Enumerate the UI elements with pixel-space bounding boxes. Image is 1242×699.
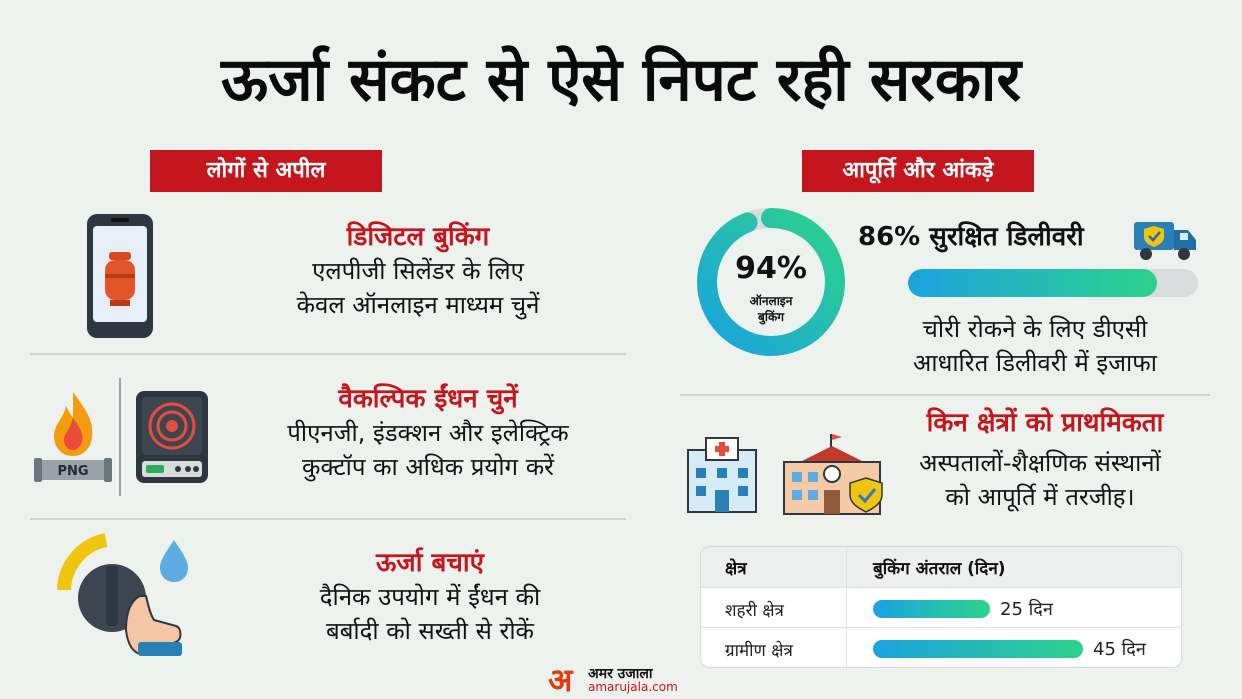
- table-row-value: 45 दिन: [1093, 639, 1146, 660]
- table-header-region: क्षेत्र: [725, 559, 747, 579]
- icon-separator: [119, 378, 121, 496]
- logo-mark: अ: [548, 661, 573, 699]
- item-text-line: पीएनजी, इंडक्शन और इलेक्ट्रिक: [287, 419, 569, 447]
- school-shield-icon: [780, 432, 886, 518]
- dac-text-line: चोरी रोकने के लिए डीएसी: [922, 315, 1148, 343]
- booking-interval-table: क्षेत्र बुकिंग अंतराल (दिन) शहरी क्षेत्र…: [700, 546, 1182, 668]
- donut-label-line: बुकिंग: [758, 310, 784, 324]
- table-row-label: शहरी क्षेत्र: [725, 601, 784, 621]
- delivery-progress-bar: [908, 269, 1198, 297]
- table-header-interval: बुकिंग अंतराल (दिन): [873, 559, 1006, 579]
- item-text-line: दैनिक उपयोग में ईंधन की: [319, 583, 541, 611]
- table-header: क्षेत्र बुकिंग अंतराल (दिन): [701, 547, 1181, 587]
- item-text-line: कुक्टॉप का अधिक प्रयोग करें: [302, 453, 554, 481]
- item-heading-save-energy: ऊर्जा बचाएं: [376, 548, 484, 578]
- logo-name: अमर उजाला: [588, 666, 653, 682]
- row-divider: [30, 518, 626, 520]
- priority-text-line: को आपूर्ति में तरजीह।: [945, 483, 1135, 511]
- induction-cooktop-icon: [134, 389, 210, 485]
- table-row-label: ग्रामीण क्षेत्र: [725, 641, 793, 661]
- logo-url: amarujala.com: [588, 680, 678, 694]
- donut-label-line: ऑनलाइन: [749, 294, 793, 308]
- row-divider: [30, 353, 626, 355]
- priority-heading: किन क्षेत्रों को प्राथमिकता: [926, 408, 1164, 438]
- png-flame-icon: PNG: [34, 388, 112, 488]
- section-label-appeal: लोगों से अपील: [150, 150, 382, 192]
- table-row: ग्रामीण क्षेत्र 45 दिन: [701, 627, 1181, 667]
- png-tag: PNG: [57, 464, 88, 479]
- table-row-bar: [873, 600, 990, 618]
- table-column-separator: [846, 547, 847, 667]
- donut-arc: [697, 208, 845, 356]
- dac-text-line: आधारित डिलीवरी में इजाफा: [913, 349, 1157, 377]
- donut-percent: 94%: [735, 251, 807, 286]
- table-row: शहरी क्षेत्र 25 दिन: [701, 587, 1181, 627]
- table-row-bar: [873, 640, 1083, 658]
- page-title: ऊर्जा संकट से ऐसे निपट रही सरकार: [220, 45, 1022, 115]
- item-text-line: बर्बादी को सख्ती से रोकें: [326, 617, 534, 645]
- knob-hand-drop-icon: [56, 530, 206, 660]
- item-heading-alt-fuel: वैकल्पिक ईंधन चुनें: [338, 384, 518, 414]
- section-label-supply: आपूर्ति और आंकड़े: [802, 150, 1034, 192]
- table-row-value: 25 दिन: [1000, 599, 1053, 620]
- priority-text-line: अस्पतालों-शैक्षणिक संस्थानों: [919, 449, 1161, 477]
- online-booking-donut: 94% ऑनलाइन बुकिंग: [694, 205, 848, 359]
- item-text-line: एलपीजी सिलेंडर के लिए: [312, 257, 524, 285]
- donut-label: ऑनलाइन बुकिंग: [694, 293, 848, 325]
- item-heading-digital-booking: डिजिटल बुकिंग: [346, 222, 490, 252]
- delivery-progress-fill: [908, 269, 1158, 297]
- right-divider: [680, 394, 1210, 396]
- delivery-stat: 86% सुरक्षित डिलीवरी: [858, 222, 1084, 252]
- phone-gas-cylinder-icon: [85, 212, 155, 340]
- delivery-truck-shield-icon: [1132, 216, 1198, 262]
- item-text-line: केवल ऑनलाइन माध्यम चुनें: [296, 291, 540, 319]
- hospital-icon: [682, 434, 762, 514]
